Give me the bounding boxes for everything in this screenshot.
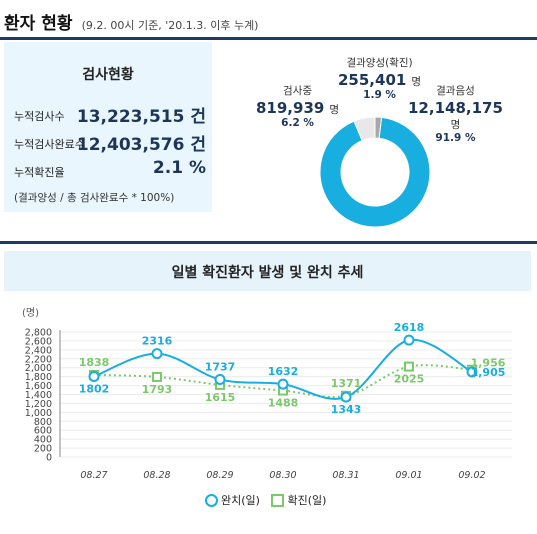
y-tick-label: 2,000: [25, 363, 52, 374]
stat-row-total-tests: 누적검사수 13,223,515 건: [14, 102, 206, 127]
testing-unit: 명: [329, 104, 340, 116]
point-recovered: [340, 391, 352, 403]
x-tick-label: 09.02: [458, 470, 485, 481]
data-label-recovered: 1,905: [471, 366, 506, 379]
y-tick-label: 0: [46, 453, 52, 464]
y-tick-label: 800: [34, 417, 52, 428]
page-header: 환자 현황 (9.2. 00시 기준, '20.1.3. 이후 누계): [4, 9, 258, 34]
y-tick-label: 1,200: [25, 399, 52, 410]
y-tick-label: 2,600: [25, 336, 52, 347]
data-label-recovered: 2618: [394, 321, 425, 334]
testing-value: 819,939: [256, 99, 325, 117]
x-tick-label: 08.28: [143, 470, 170, 481]
legend-label-recovered: 완치(일): [221, 494, 260, 507]
page-subtitle: (9.2. 00시 기준, '20.1.3. 이후 누계): [81, 19, 259, 32]
donut-label-testing: 검사중 819,939 명 6.2 %: [256, 83, 339, 129]
donut-label-negative: 결과음성 12,148,175 명 91.9 %: [408, 83, 503, 144]
data-label-recovered: 1802: [79, 383, 110, 396]
stat-label: 누적검사완료수: [14, 138, 85, 151]
point-recovered: [403, 334, 415, 346]
data-label-confirmed: 2025: [394, 373, 425, 386]
x-tick-label: 09.01: [395, 470, 422, 481]
header-divider: [0, 37, 537, 40]
y-tick-label: 2,400: [25, 345, 52, 356]
y-tick-label: 400: [34, 435, 52, 446]
positive-name: 결과양성(확진): [346, 57, 413, 69]
trend-legend: 완치(일) 확진(일): [205, 492, 334, 508]
point-confirmed: [152, 371, 162, 382]
donut-chart: [319, 116, 431, 228]
point-recovered: [277, 378, 289, 390]
stat-row-positive-rate: 누적확진율 2.1 %: [14, 158, 206, 182]
y-tick-label: 200: [34, 444, 52, 455]
point-confirmed: [404, 361, 414, 372]
y-tick-label: 1,800: [25, 372, 52, 383]
y-tick-label: 1,600: [25, 381, 52, 392]
donut-label-positive: 결과양성(확진) 255,401 명 1.9 %: [338, 55, 421, 101]
data-label-confirmed: 1371: [331, 377, 362, 390]
negative-pct: 91.9 %: [435, 132, 476, 144]
data-label-confirmed: 1838: [79, 356, 110, 369]
y-tick-label: 1,000: [25, 408, 52, 419]
page-title: 환자 현황: [4, 14, 73, 34]
y-tick-label: 1,400: [25, 390, 52, 401]
legend-square-marker: [271, 494, 285, 507]
negative-value: 12,148,175: [408, 99, 503, 117]
positive-unit: 명: [411, 76, 422, 88]
point-recovered: [214, 373, 226, 385]
data-label-recovered: 1632: [268, 365, 299, 378]
donut-slice-testing: [353, 116, 376, 142]
data-label-recovered: 1737: [205, 360, 236, 373]
point-recovered: [151, 348, 163, 360]
legend-item-recovered: 완치(일): [205, 492, 260, 508]
data-label-recovered: 2316: [142, 335, 173, 348]
donut-slice-negative: [319, 116, 431, 228]
section-divider: [0, 241, 537, 244]
trend-title-bar: 일별 확진환자 발생 및 완치 추세: [4, 251, 531, 291]
test-status-title: 검사현황: [82, 67, 134, 83]
legend-item-confirmed: 확진(일): [271, 492, 326, 508]
data-label-confirmed: 1488: [268, 397, 299, 410]
data-label-confirmed: 1793: [142, 383, 173, 396]
legend-label-confirmed: 확진(일): [287, 494, 327, 507]
x-tick-label: 08.27: [80, 470, 107, 481]
stat-label: 누적검사수: [14, 110, 65, 123]
point-recovered: [88, 371, 100, 383]
y-tick-label: 600: [34, 426, 52, 437]
testing-pct: 6.2 %: [281, 117, 314, 129]
x-tick-label: 08.30: [269, 470, 296, 481]
x-tick-label: 08.31: [332, 470, 359, 481]
negative-unit: 명: [450, 119, 461, 131]
y-axis-unit-label: (명): [22, 307, 39, 319]
x-tick-label: 08.29: [206, 470, 233, 481]
stat-label: 누적확진율: [14, 166, 65, 179]
stat-value: 13,223,515 건: [76, 107, 206, 127]
stat-value: 12,403,576 건: [76, 135, 206, 155]
positive-value: 255,401: [338, 71, 407, 89]
testing-name: 검사중: [283, 85, 313, 97]
stat-row-completed-tests: 누적검사완료수 12,403,576 건: [14, 130, 206, 155]
stat-value: 2.1 %: [152, 158, 206, 178]
positive-pct: 1.9 %: [363, 89, 396, 101]
data-label-confirmed: 1615: [205, 391, 236, 404]
y-tick-label: 2,200: [25, 354, 52, 365]
point-recovered: [466, 366, 478, 378]
data-label-recovered: 1343: [331, 403, 362, 416]
positive-rate-formula: (결과양성 / 총 검사완료수 * 100%): [14, 192, 175, 204]
trend-title: 일별 확진환자 발생 및 완치 추세: [171, 265, 364, 281]
test-status-panel: 검사현황 누적검사수 13,223,515 건 누적검사완료수 12,403,5…: [4, 42, 212, 212]
y-tick-label: 2,800: [25, 328, 52, 339]
legend-circle-marker: [205, 494, 218, 507]
data-label-confirmed: 1,956: [471, 357, 506, 370]
negative-name: 결과음성: [436, 85, 475, 97]
